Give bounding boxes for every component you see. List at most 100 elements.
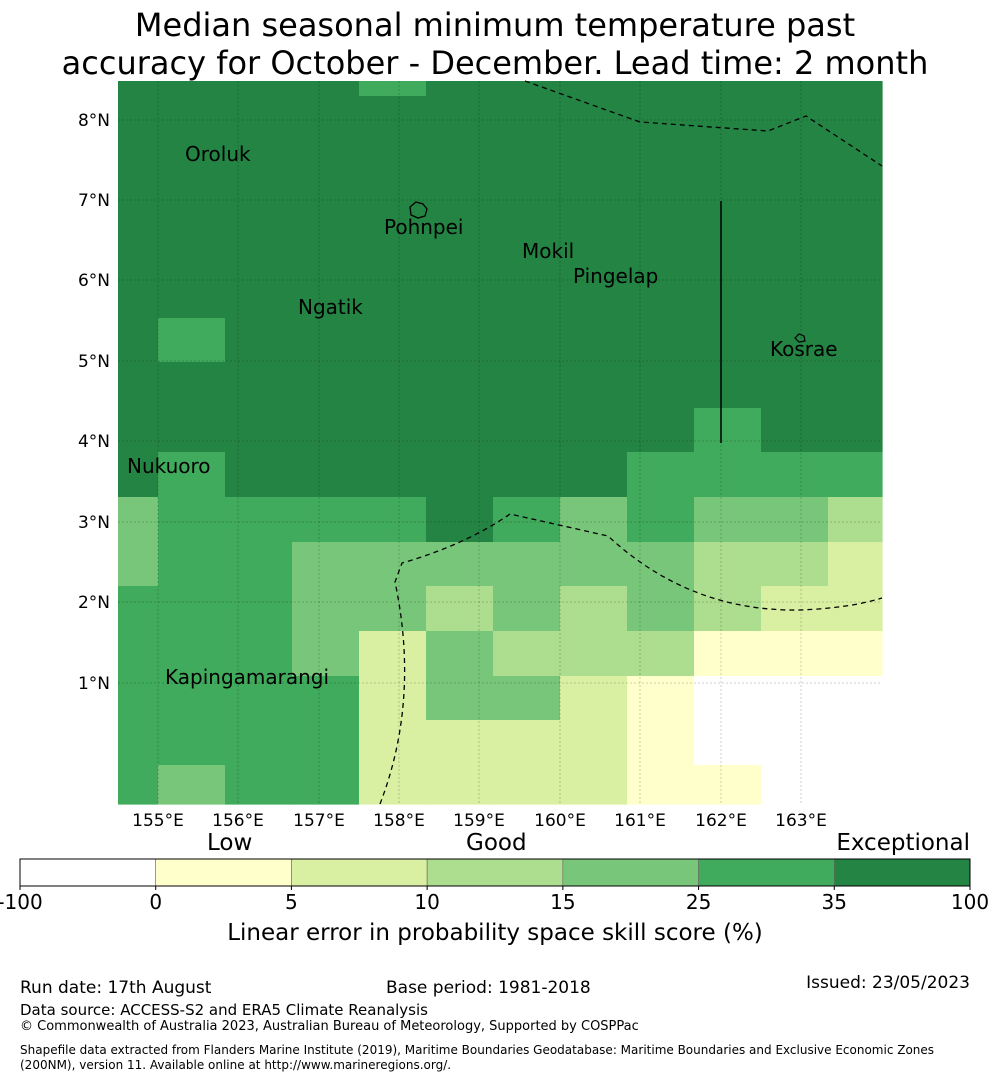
grid-cell [118, 542, 159, 587]
grid-cell [761, 497, 829, 543]
grid-cell [627, 765, 695, 805]
grid-cell [359, 452, 427, 498]
place-label: Kapingamarangi [165, 665, 329, 689]
grid-cell [359, 497, 427, 543]
grid-cell [828, 676, 883, 721]
grid-cell [694, 96, 762, 319]
place-label: Oroluk [185, 142, 251, 166]
grid-cell [225, 81, 293, 97]
grid-cell [359, 765, 427, 805]
grid-cell [158, 452, 226, 498]
colorbar-tick-label: 35 [822, 890, 847, 914]
grid-cell [359, 720, 427, 766]
grid-cell [627, 676, 695, 721]
lat-tick-label: 3°N [78, 513, 110, 533]
grid-cell [761, 318, 829, 363]
grid-cell [426, 96, 494, 319]
grid-cell [560, 497, 628, 543]
grid-cell [627, 631, 695, 677]
title-line-2: accuracy for October - December. Lead ti… [61, 44, 929, 82]
grid-cell [493, 362, 561, 409]
grid-cell [292, 452, 360, 498]
grid-cell [292, 765, 360, 805]
grid-cell [426, 408, 494, 453]
grid-cell [627, 81, 695, 97]
colorbar-swatch [19, 858, 157, 887]
grid-cell [493, 318, 561, 363]
grid-cell [426, 720, 494, 766]
grid-cell [627, 96, 695, 319]
latitude-labels: 8°N 7°N 6°N 5°N 4°N 3°N 2°N 1°N [78, 111, 110, 694]
issued-date: Issued: 23/05/2023 [806, 973, 970, 993]
pohnpei-island-outline [409, 201, 428, 219]
grid-cell [560, 586, 628, 632]
lon-tick-label: 161°E [614, 811, 666, 831]
place-label: Nukuoro [127, 454, 211, 478]
graticule [118, 81, 882, 804]
colorbar-tick-label: 0 [149, 890, 162, 914]
lat-tick-label: 8°N [78, 111, 110, 131]
grid-cell [225, 676, 293, 721]
grid-cell [426, 765, 494, 805]
colorbar-tick-label: 100 [951, 890, 989, 914]
grid-cell [560, 362, 628, 409]
grid-cell [694, 586, 762, 632]
grid-cell [158, 720, 226, 766]
grid-cell [828, 631, 883, 677]
grid-cell [359, 81, 427, 97]
lat-tick-label: 7°N [78, 191, 110, 211]
grid-cell [694, 765, 762, 805]
lon-tick-label: 155°E [132, 811, 184, 831]
grid-cell [225, 362, 293, 409]
grid-cell [761, 720, 829, 766]
grid-cell [627, 408, 695, 453]
grid-cell [118, 362, 159, 409]
grid-cell [158, 542, 226, 587]
skill-grid [118, 81, 883, 805]
grid-cell [627, 720, 695, 766]
grid-cell [828, 720, 883, 766]
grid-cell [694, 362, 762, 409]
grid-cell [694, 676, 762, 721]
colorbar-swatch [426, 858, 564, 887]
chart-title: Median seasonal minimum temperature past… [0, 6, 990, 82]
grid-cell [225, 720, 293, 766]
place-label: Pohnpei [384, 215, 464, 239]
lat-tick-label: 6°N [78, 271, 110, 291]
grid-cell [225, 96, 293, 319]
grid-cell [158, 586, 226, 632]
grid-cell [359, 542, 427, 587]
colorbar-label: Linear error in probability space skill … [227, 920, 763, 946]
grid-cell [828, 81, 883, 97]
colorbar-swatch [155, 858, 292, 887]
grid-cell [118, 408, 159, 453]
grid-cell [225, 765, 293, 805]
grid-cell [359, 96, 427, 319]
grid-cell [292, 542, 360, 587]
grid-cell [828, 362, 883, 409]
grid-cell [493, 81, 561, 97]
island-outlines [409, 201, 806, 343]
grid-cell [292, 96, 360, 319]
grid-cell [158, 362, 226, 409]
grid-cell [694, 452, 762, 498]
grid-cell [359, 631, 427, 677]
colorbar-tick-label: 5 [285, 890, 298, 914]
grid-cell [560, 542, 628, 587]
grid-cell [694, 318, 762, 363]
grid-cell [493, 96, 561, 319]
grid-cell [761, 631, 829, 677]
grid-cell [761, 676, 829, 721]
grid-cell [694, 631, 762, 677]
lon-tick-label: 162°E [695, 811, 747, 831]
grid-cell [761, 542, 829, 587]
grid-cell [118, 96, 159, 319]
grid-cell [225, 452, 293, 498]
grid-cell [828, 408, 883, 453]
grid-cell [493, 631, 561, 677]
grid-cell [158, 676, 226, 721]
grid-cell [118, 765, 159, 805]
colorbar: -100 0 5 10 15 25 35 100 [0, 858, 989, 914]
